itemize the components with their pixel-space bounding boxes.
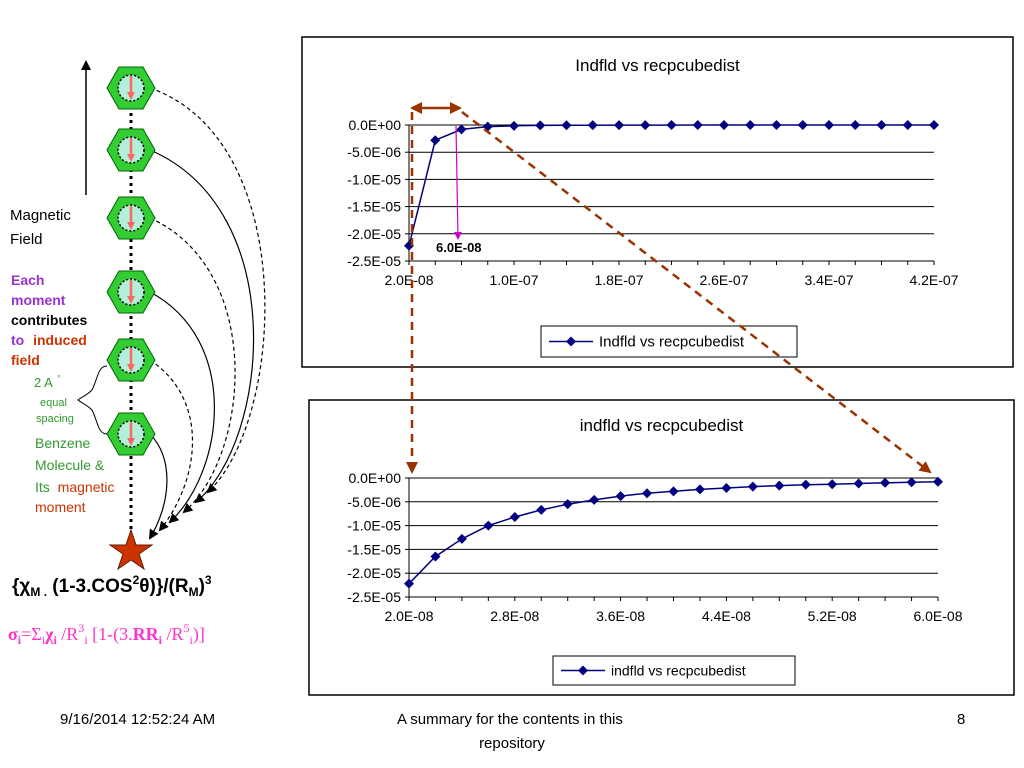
x-tick-label: 2.0E-08 [384, 608, 433, 624]
data-point [906, 477, 917, 488]
dipolar-formula: {χM . (1-3.COS2θ)}/(RM)3 [12, 573, 212, 599]
chart-zoom-range: indfld vs recpcubedist 0.0E+00 -5.0E-06 -1.… [308, 399, 1015, 696]
data-point [694, 484, 705, 495]
x-tick-label: 1.8E-07 [594, 272, 643, 288]
moment-note: Each moment contributes to induced field [11, 272, 91, 368]
data-point [614, 120, 624, 131]
footer-summary: A summary for the contents in this repos… [397, 711, 627, 752]
x-tick-label: 6.0E-08 [913, 608, 962, 624]
data-point [536, 504, 547, 515]
x-tick-label: 2.6E-07 [699, 272, 748, 288]
benzene-molecule [106, 128, 156, 172]
data-point [483, 520, 494, 531]
benzene-molecule [106, 66, 156, 110]
x-tick-label: 4.4E-08 [702, 608, 751, 624]
data-point [933, 476, 943, 487]
data-point [587, 120, 598, 131]
data-point [721, 482, 732, 493]
x-tick-label: 2.0E-08 [384, 272, 433, 288]
y-tick-label: -5.0E-06 [347, 494, 401, 510]
x-tick-label: 1.0E-07 [489, 272, 538, 288]
data-point [745, 120, 756, 131]
x-tick-label: 3.4E-07 [804, 272, 853, 288]
legend-marker [578, 665, 588, 676]
data-point [456, 533, 467, 544]
data-point [800, 479, 811, 490]
chart-frame [308, 399, 1015, 696]
data-point [850, 120, 861, 131]
data-point [640, 120, 651, 131]
data-point [827, 479, 838, 490]
spacing-label: 2 A ° equal spacing [34, 368, 74, 425]
data-point [509, 120, 519, 131]
y-tick-label: -1.5E-05 [347, 199, 401, 215]
spacing-brace [77, 365, 108, 435]
y-tick-label: -2.0E-05 [347, 565, 401, 581]
benzene-label: Benzene Molecule & Its magnetic moment [35, 435, 118, 515]
data-point [692, 120, 703, 131]
data-point [824, 120, 834, 131]
data-point [430, 551, 441, 562]
data-point [535, 120, 546, 131]
data-point [902, 120, 913, 131]
data-point [771, 120, 782, 131]
data-point [456, 124, 467, 135]
data-point [797, 120, 808, 131]
y-tick-label: -1.0E-05 [347, 518, 401, 534]
legend-label: Indfld vs recpcubedist [599, 334, 745, 351]
x-tick-label: 4.2E-07 [909, 272, 958, 288]
cutoff-marker-label: 6.0E-08 [436, 240, 482, 255]
zoom-annotations: 6.0E-08 [406, 102, 932, 474]
x-tick-label: 2.8E-08 [490, 608, 539, 624]
y-tick-label: -2.0E-05 [347, 226, 401, 242]
magnetic-field-label: Magnetic Field [10, 207, 75, 248]
y-tick-label: 0.0E+00 [348, 470, 401, 486]
legend-marker [566, 336, 576, 347]
probe-star-icon [108, 528, 154, 571]
data-point [719, 120, 729, 131]
x-tick-label: 5.2E-08 [808, 608, 857, 624]
cutoff-marker-line [453, 125, 462, 240]
data-point [666, 120, 677, 131]
page-number: 8 [957, 711, 965, 728]
data-point [747, 481, 758, 492]
shielding-formula: σi=Σiχi /R3i [1-(3.RRi /R5i)] [8, 621, 205, 647]
zoom-right-link [461, 111, 932, 474]
data-point [562, 499, 573, 510]
data-point [589, 494, 600, 505]
data-point [615, 491, 626, 502]
data-point [880, 477, 891, 488]
y-tick-label: -2.5E-05 [347, 253, 401, 269]
magnetic-field-diagram [77, 60, 266, 571]
y-tick-label: -1.5E-05 [347, 541, 401, 557]
x-tick-label: 3.6E-08 [596, 608, 645, 624]
footer-date: 9/16/2014 12:52:24 AM [60, 711, 215, 728]
benzene-molecule [106, 338, 156, 382]
y-tick-label: 0.0E+00 [348, 117, 401, 133]
data-point [876, 120, 887, 131]
data-point [561, 120, 572, 131]
data-point [430, 135, 441, 146]
data-point [929, 120, 939, 131]
y-tick-label: -1.0E-05 [347, 171, 401, 187]
induced-field-curves [148, 87, 266, 540]
benzene-molecule [106, 270, 156, 314]
data-point [774, 480, 785, 491]
benzene-molecule [106, 196, 156, 240]
y-tick-label: -2.5E-05 [347, 589, 401, 605]
data-point [668, 486, 679, 497]
y-tick-label: -5.0E-06 [347, 144, 401, 160]
data-point [642, 488, 653, 499]
chart-title: indfld vs recpcubedist [580, 416, 744, 435]
chart-full-range: Indfld vs recpcubedist 0.0E+00 -5.0E-06 -1.… [301, 36, 1014, 368]
data-point [509, 512, 520, 523]
legend-label: indfld vs recpcubedist [611, 663, 746, 679]
data-point [853, 478, 864, 489]
benzene-molecule [106, 412, 156, 456]
chart-title: Indfld vs recpcubedist [575, 56, 740, 75]
data-point [404, 578, 414, 589]
